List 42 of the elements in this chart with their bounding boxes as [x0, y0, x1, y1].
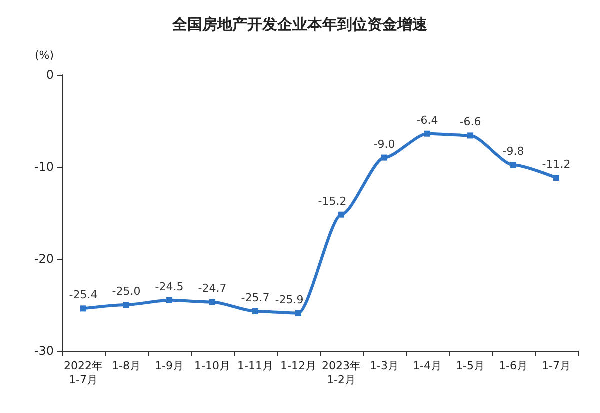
- data-label: -25.0: [112, 285, 141, 298]
- y-tick-label: -30: [34, 344, 54, 358]
- point: [382, 154, 388, 161]
- point: [468, 132, 474, 139]
- data-label: -6.4: [416, 114, 438, 127]
- point: [510, 162, 516, 168]
- x-tick-label: 1-11月: [238, 360, 274, 372]
- point: [554, 175, 560, 182]
- x-tick-label: 2022年 1-7月: [64, 360, 103, 386]
- y-tick-label: -10: [34, 160, 54, 174]
- data-label: -9.8: [502, 145, 524, 158]
- data-label: -15.2: [318, 194, 347, 208]
- x-tick-label: 1-12月: [280, 360, 316, 372]
- x-tick-label: 1-7月: [542, 360, 571, 372]
- data-label: -24.7: [198, 282, 227, 296]
- x-tick-label: 1-6月: [499, 360, 528, 372]
- data-label: -6.6: [460, 116, 482, 129]
- x-tick-label: 1-10月: [194, 360, 230, 372]
- y-tick-label: 0: [46, 68, 54, 82]
- point: [210, 299, 216, 306]
- point: [424, 130, 430, 137]
- data-label: -24.5: [155, 280, 184, 294]
- x-tick-label: 2023年 1-2月: [322, 360, 361, 386]
- data-label: -25.9: [275, 293, 304, 306]
- data-label: -25.4: [69, 288, 98, 302]
- x-tick-label: 1-3月: [370, 360, 399, 372]
- data-label: -9.0: [374, 138, 396, 151]
- point: [338, 212, 344, 218]
- y-tick-label: -20: [34, 252, 54, 266]
- y-axis-title: (%): [34, 49, 54, 62]
- x-tick-label: 1-5月: [456, 360, 485, 372]
- point: [166, 297, 172, 304]
- x-tick-label: 1-8月: [112, 360, 141, 372]
- point: [252, 308, 258, 314]
- point: [296, 310, 302, 316]
- data-label: -11.2: [542, 158, 571, 172]
- x-tick-label: 1-9月: [155, 360, 184, 372]
- chart-title: 全国房地产开发企业本年到位资金增速: [172, 16, 428, 34]
- point: [124, 302, 130, 308]
- point: [80, 306, 86, 312]
- x-tick-label: 1-4月: [413, 360, 442, 372]
- data-label: -25.7: [241, 291, 270, 304]
